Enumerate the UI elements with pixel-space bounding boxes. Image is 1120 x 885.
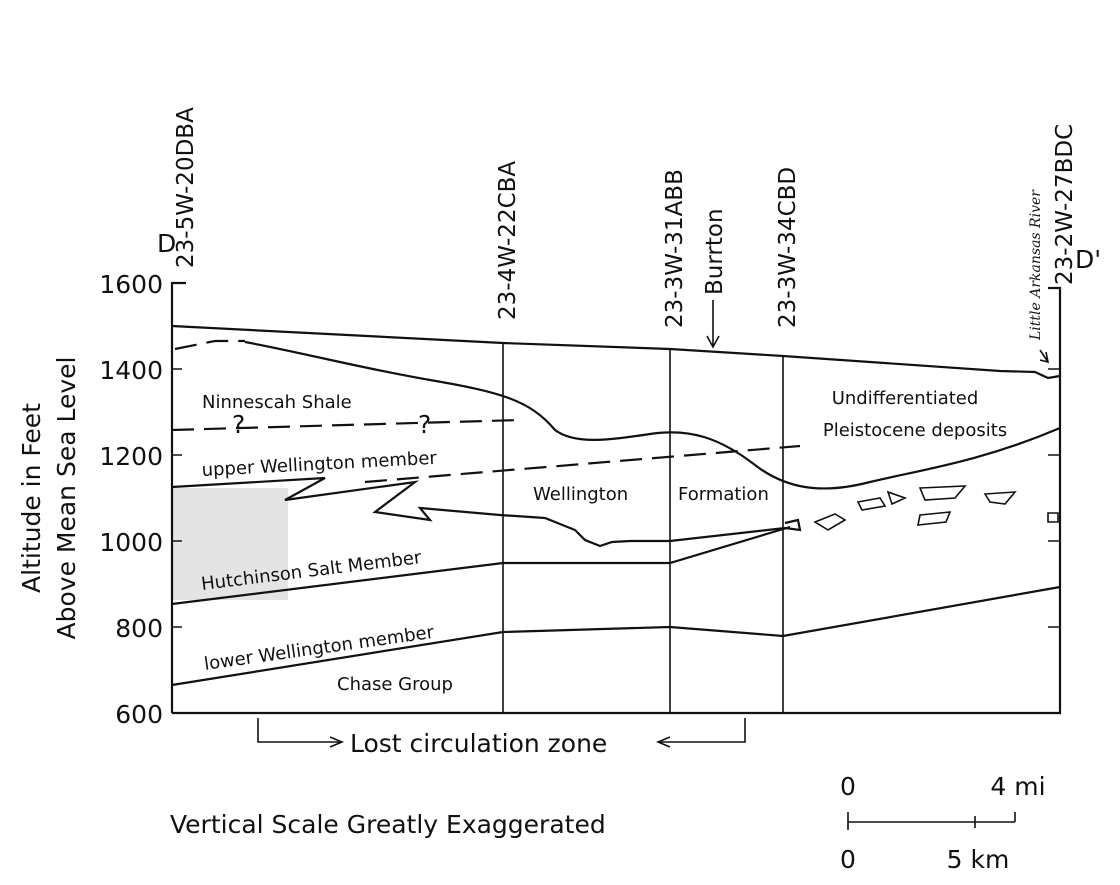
scale-label: 0: [840, 845, 856, 874]
well-label: 23-3W-31ABB: [662, 169, 688, 328]
well-label: 23-5W-20DBA: [173, 107, 199, 268]
lost-circulation-label: Lost circulation zone: [350, 729, 607, 758]
scale-label: 4 mi: [990, 772, 1045, 801]
unit-label: ?: [232, 410, 245, 439]
dashed-contact: [172, 420, 520, 430]
town-label: Burrton: [702, 208, 728, 295]
wellington-base: [172, 587, 1060, 685]
unit-label: Ninnescah Shale: [202, 392, 352, 413]
y-tick-label: 1200: [99, 442, 163, 471]
section-end: D': [1075, 245, 1101, 274]
well-lines: [503, 343, 783, 713]
well-label: 23-2W-27BDC: [1052, 124, 1078, 285]
unit-label: Pleistocene deposits: [823, 420, 1007, 441]
unit-label: upper Wellington member: [201, 448, 438, 481]
y-tick-label: 1000: [99, 528, 163, 557]
town-arrow: [707, 300, 719, 347]
scale-bar: [848, 812, 1015, 830]
land-surface: [172, 326, 1060, 378]
river-arrow: [1040, 350, 1048, 362]
cross-section: D D' 23-5W-20DBA 23-4W-22CBA 23-3W-31ABB…: [0, 0, 1120, 885]
lenses: [815, 486, 1058, 530]
well-label: 23-3W-34CBD: [775, 167, 801, 328]
unit-label: Wellington: [533, 484, 628, 505]
scale-label: 0: [840, 772, 856, 801]
scale-label: 5 km: [947, 845, 1010, 874]
axis-title: Above Mean Sea Level: [52, 357, 81, 640]
y-tick-label: 1400: [99, 356, 163, 385]
unit-label: Undifferentiated: [832, 388, 979, 409]
unit-label: Formation: [678, 484, 769, 505]
well-label: 23-4W-22CBA: [495, 161, 521, 320]
y-tick-label: 800: [115, 614, 163, 643]
scale-note: Vertical Scale Greatly Exaggerated: [170, 810, 606, 839]
unit-label: Chase Group: [337, 674, 453, 695]
axis-title: Altitude in Feet: [17, 403, 46, 593]
dashed-contact: [175, 341, 245, 349]
river-label: Little Arkansas River: [1028, 189, 1044, 341]
y-tick-label: 1600: [99, 270, 163, 299]
y-tick-label: 600: [115, 700, 163, 729]
unit-label: ?: [418, 410, 431, 439]
